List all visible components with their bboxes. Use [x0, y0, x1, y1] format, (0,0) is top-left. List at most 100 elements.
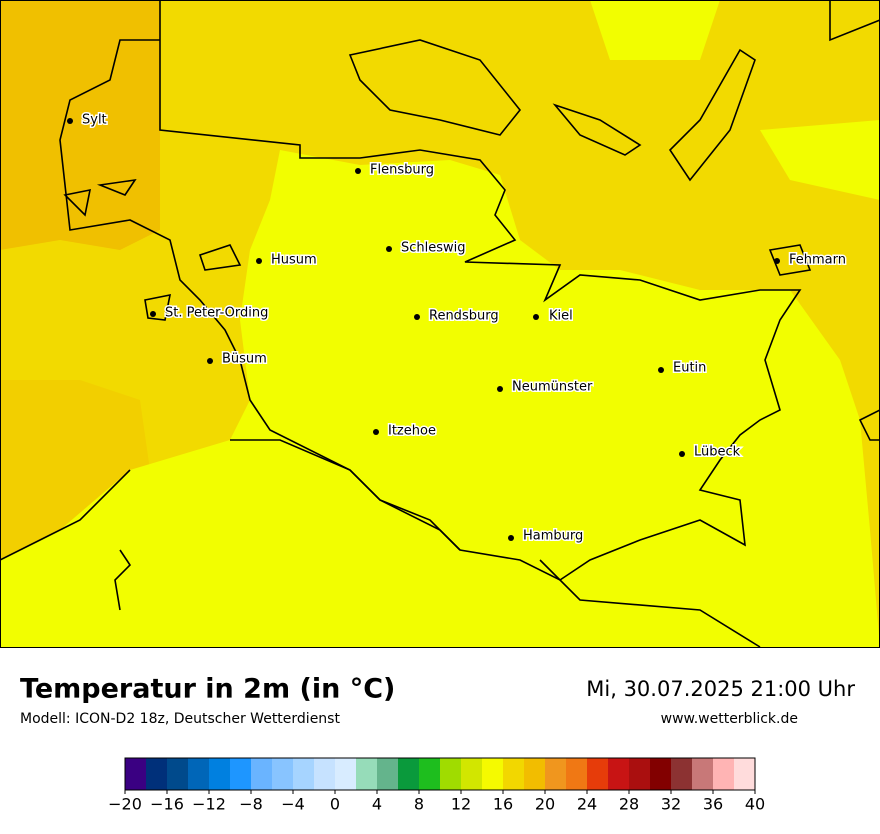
- map: [0, 0, 880, 648]
- color-step: [356, 758, 378, 790]
- coastline: [668, 48, 756, 182]
- tick-label: 16: [493, 795, 513, 814]
- color-step: [167, 758, 189, 790]
- color-step: [692, 758, 714, 790]
- tick-label: 40: [745, 795, 765, 814]
- city: Fehmarn: [774, 251, 848, 269]
- coastline: [114, 549, 132, 611]
- color-step: [629, 758, 651, 790]
- color-step: [650, 758, 672, 790]
- coastline: [96, 178, 137, 196]
- city: Rendsburg: [414, 307, 500, 325]
- colorbar: −20 −16 −12 −8 −4 0 4 8 12 16 20 24 28 32 36 40: [108, 757, 765, 814]
- tick-label: −4: [281, 795, 305, 814]
- city: Itzehoe: [373, 422, 437, 440]
- coastline: [63, 188, 92, 217]
- warm-area: [0, 0, 160, 250]
- color-step: [209, 758, 231, 790]
- color-step: [314, 758, 336, 790]
- tick-label: −16: [150, 795, 184, 814]
- cool-area: [0, 150, 880, 647]
- cities: Sylt Flensburg Schleswig Husum Fehmarn S…: [67, 111, 848, 545]
- city-label: Rendsburg: [429, 309, 499, 324]
- color-step: [230, 758, 252, 790]
- tick-label: 0: [330, 795, 340, 814]
- coastline: [0, 469, 131, 561]
- color-step: [251, 758, 273, 790]
- city-label: Kiel: [549, 309, 573, 324]
- city-label: Eutin: [673, 361, 706, 376]
- coastline: [768, 244, 812, 276]
- color-step: [146, 758, 168, 790]
- city-label: Husum: [271, 253, 317, 268]
- color-step: [293, 758, 315, 790]
- tick-label: 12: [451, 795, 471, 814]
- subtitle: Modell: ICON-D2 18z, Deutscher Wetterdie…: [20, 711, 340, 727]
- color-step: [671, 758, 693, 790]
- coastline: [829, 0, 880, 42]
- city: Flensburg: [355, 161, 435, 179]
- coastline: [230, 439, 461, 551]
- color-step: [482, 758, 504, 790]
- coastline: [144, 293, 172, 321]
- color-step: [188, 758, 210, 790]
- city-label: Büsum: [222, 352, 267, 367]
- website: www.wetterblick.de: [661, 711, 798, 727]
- coastline: [59, 0, 802, 581]
- cool-area: [590, 0, 720, 60]
- color-step: [503, 758, 525, 790]
- color-step: [545, 758, 567, 790]
- tick-label: −8: [239, 795, 263, 814]
- tick-label: 28: [619, 795, 639, 814]
- color-step: [125, 758, 147, 790]
- city: Lübeck: [679, 443, 742, 461]
- city-label: St. Peter-Ording: [165, 306, 268, 321]
- color-step: [587, 758, 609, 790]
- color-step: [335, 758, 357, 790]
- coastline: [539, 559, 761, 648]
- color-step: [524, 758, 546, 790]
- city-label: Flensburg: [370, 163, 434, 178]
- tick-label: 20: [535, 795, 555, 814]
- coastline: [198, 244, 242, 271]
- city-label: Itzehoe: [388, 424, 436, 439]
- city: Eutin: [658, 359, 708, 377]
- color-step: [566, 758, 588, 790]
- city-label: Sylt: [82, 113, 107, 128]
- city: Neumünster: [497, 378, 594, 396]
- tick-label: 4: [372, 795, 382, 814]
- colorbar-frame: [124, 757, 756, 791]
- color-step: [608, 758, 630, 790]
- city: Schleswig: [386, 239, 467, 257]
- city-label: Hamburg: [523, 529, 583, 544]
- city: Kiel: [533, 307, 574, 325]
- cool-area: [760, 120, 880, 200]
- tick-label: 24: [577, 795, 597, 814]
- city-label: Neumünster: [512, 380, 593, 395]
- color-step: [377, 758, 399, 790]
- city: Büsum: [207, 350, 268, 368]
- tick-label: 36: [703, 795, 723, 814]
- tick-label: −12: [192, 795, 226, 814]
- city-label: Fehmarn: [789, 253, 846, 268]
- city: Hamburg: [508, 527, 585, 545]
- tick-label: 32: [661, 795, 681, 814]
- color-step: [713, 758, 735, 790]
- color-step: [461, 758, 483, 790]
- coastline: [858, 409, 880, 441]
- tick-label: −20: [108, 795, 142, 814]
- color-step: [440, 758, 462, 790]
- datetime: Mi, 30.07.2025 21:00 Uhr: [586, 677, 855, 701]
- city-label: Schleswig: [401, 241, 466, 256]
- color-step: [398, 758, 420, 790]
- city: Sylt: [67, 111, 108, 129]
- color-step: [734, 758, 756, 790]
- city: St. Peter-Ording: [150, 304, 270, 322]
- coastline: [552, 103, 642, 156]
- city: Husum: [256, 251, 318, 269]
- title: Temperatur in 2m (in °C): [20, 674, 395, 705]
- city-label: Lübeck: [694, 445, 741, 460]
- color-step: [272, 758, 294, 790]
- tick-label: 8: [414, 795, 424, 814]
